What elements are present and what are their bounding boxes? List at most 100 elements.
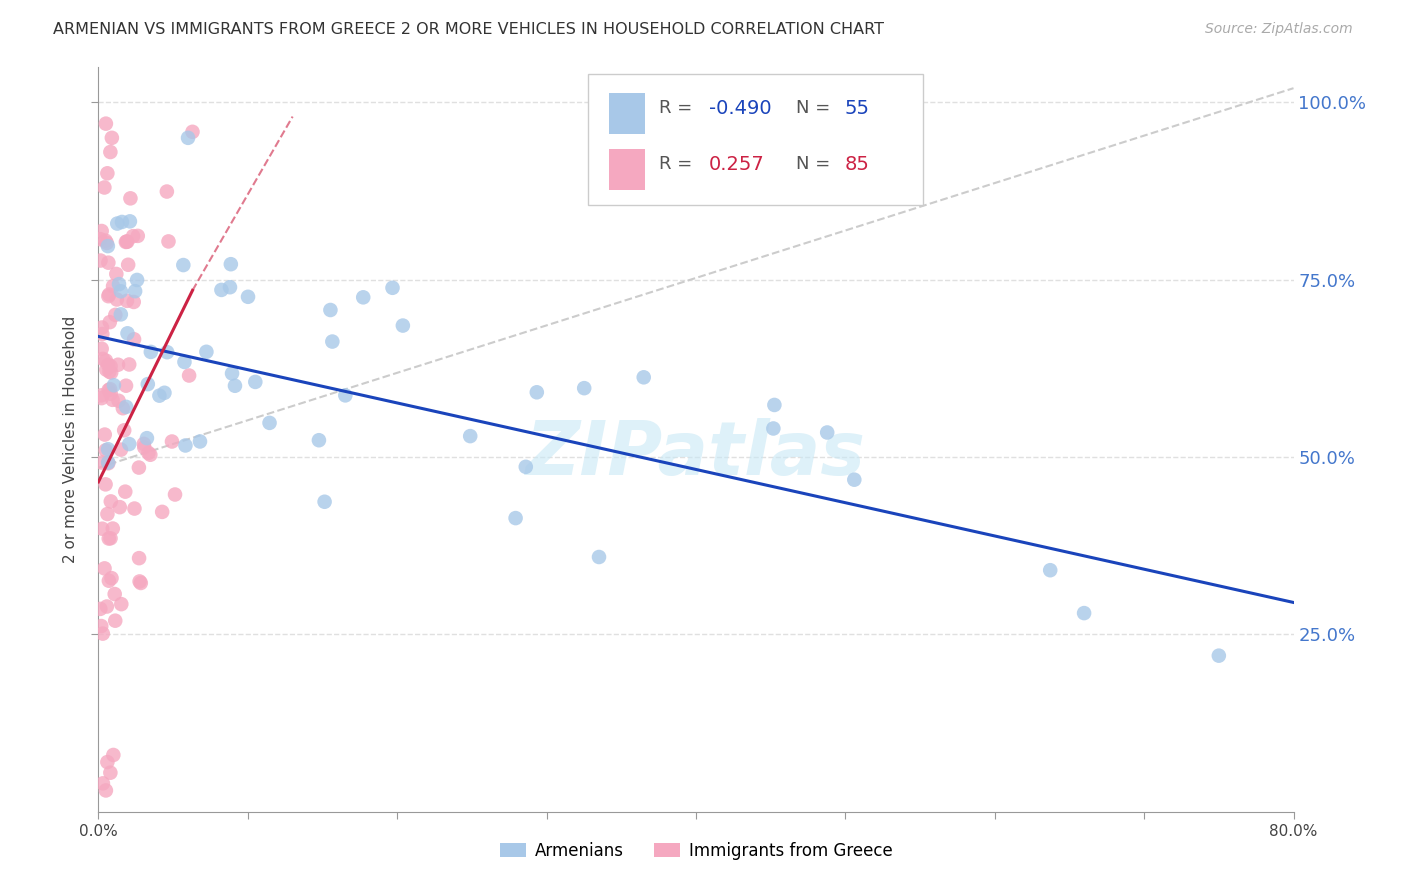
Point (381, 281, 404, 295)
Point (115, 235, 138, 249)
Point (138, 446, 160, 460)
Point (115, 378, 138, 392)
Point (135, 431, 157, 445)
Point (139, 345, 162, 359)
Point (96, 507, 118, 521)
Point (97, 442, 120, 457)
Point (89, 253, 111, 268)
Text: ZIPatlas: ZIPatlas (526, 417, 866, 491)
Point (97, 383, 120, 397)
Point (762, 421, 785, 435)
Point (392, 318, 415, 333)
Point (157, 235, 180, 249)
Point (219, 257, 242, 271)
Point (89, 602, 111, 616)
Point (1039, 563, 1062, 577)
Point (101, 392, 124, 407)
Point (94, 117, 117, 131)
Point (245, 375, 267, 389)
Point (148, 389, 170, 403)
Point (352, 290, 374, 304)
Point (96, 362, 118, 376)
Point (98, 382, 121, 396)
Point (122, 295, 145, 310)
Point (174, 438, 197, 452)
Point (124, 284, 146, 298)
Point (173, 355, 195, 369)
Point (115, 235, 138, 249)
Text: N =: N = (796, 99, 831, 117)
Point (122, 332, 145, 346)
Point (110, 597, 132, 611)
Point (89, 232, 111, 246)
Point (96, 166, 118, 180)
Point (110, 442, 132, 457)
Bar (609, 149, 644, 190)
Point (91, 320, 114, 334)
Point (111, 215, 134, 229)
Point (101, 131, 124, 145)
Text: -0.490: -0.490 (709, 99, 772, 118)
Point (93, 561, 115, 575)
Point (94, 353, 117, 368)
Point (150, 505, 173, 519)
Point (97, 456, 120, 470)
Point (98, 365, 121, 379)
Point (763, 398, 786, 412)
Point (100, 531, 122, 545)
Point (108, 277, 131, 292)
Point (505, 511, 527, 525)
Point (117, 326, 139, 341)
Point (236, 290, 259, 304)
Point (134, 441, 156, 455)
Point (100, 494, 122, 508)
Text: Source: ZipAtlas.com: Source: ZipAtlas.com (1205, 22, 1353, 37)
Point (90, 619, 112, 633)
Point (104, 308, 127, 322)
Point (122, 229, 145, 244)
Point (111, 401, 134, 416)
Point (114, 484, 136, 499)
Point (844, 473, 866, 487)
Point (132, 437, 155, 451)
Point (108, 500, 131, 515)
Point (633, 370, 655, 384)
Point (195, 344, 218, 359)
Point (515, 459, 537, 474)
Point (97, 455, 120, 469)
Point (94, 443, 117, 458)
Point (105, 267, 128, 281)
Point (107, 358, 129, 372)
Point (177, 131, 200, 145)
Point (128, 551, 150, 566)
Point (259, 416, 281, 430)
Point (128, 574, 150, 589)
Point (127, 228, 149, 243)
Point (136, 377, 159, 392)
Point (104, 587, 127, 601)
Point (1073, 606, 1095, 620)
Text: 55: 55 (844, 99, 869, 118)
Point (526, 385, 548, 400)
Point (120, 191, 142, 205)
Point (90, 388, 112, 402)
Point (91, 351, 114, 366)
Point (97, 358, 120, 372)
Text: 0.257: 0.257 (709, 155, 765, 174)
Point (101, 522, 124, 536)
Point (90, 456, 112, 470)
Point (90, 342, 112, 356)
Point (100, 359, 122, 374)
Point (110, 285, 132, 299)
Point (96, 235, 118, 250)
Point (118, 214, 141, 228)
Point (128, 460, 150, 475)
Bar (609, 93, 644, 134)
Point (104, 614, 127, 628)
Point (91, 522, 114, 536)
Point (94, 783, 117, 797)
Point (815, 425, 838, 440)
Point (100, 366, 122, 380)
Point (209, 283, 232, 297)
Point (160, 434, 183, 449)
